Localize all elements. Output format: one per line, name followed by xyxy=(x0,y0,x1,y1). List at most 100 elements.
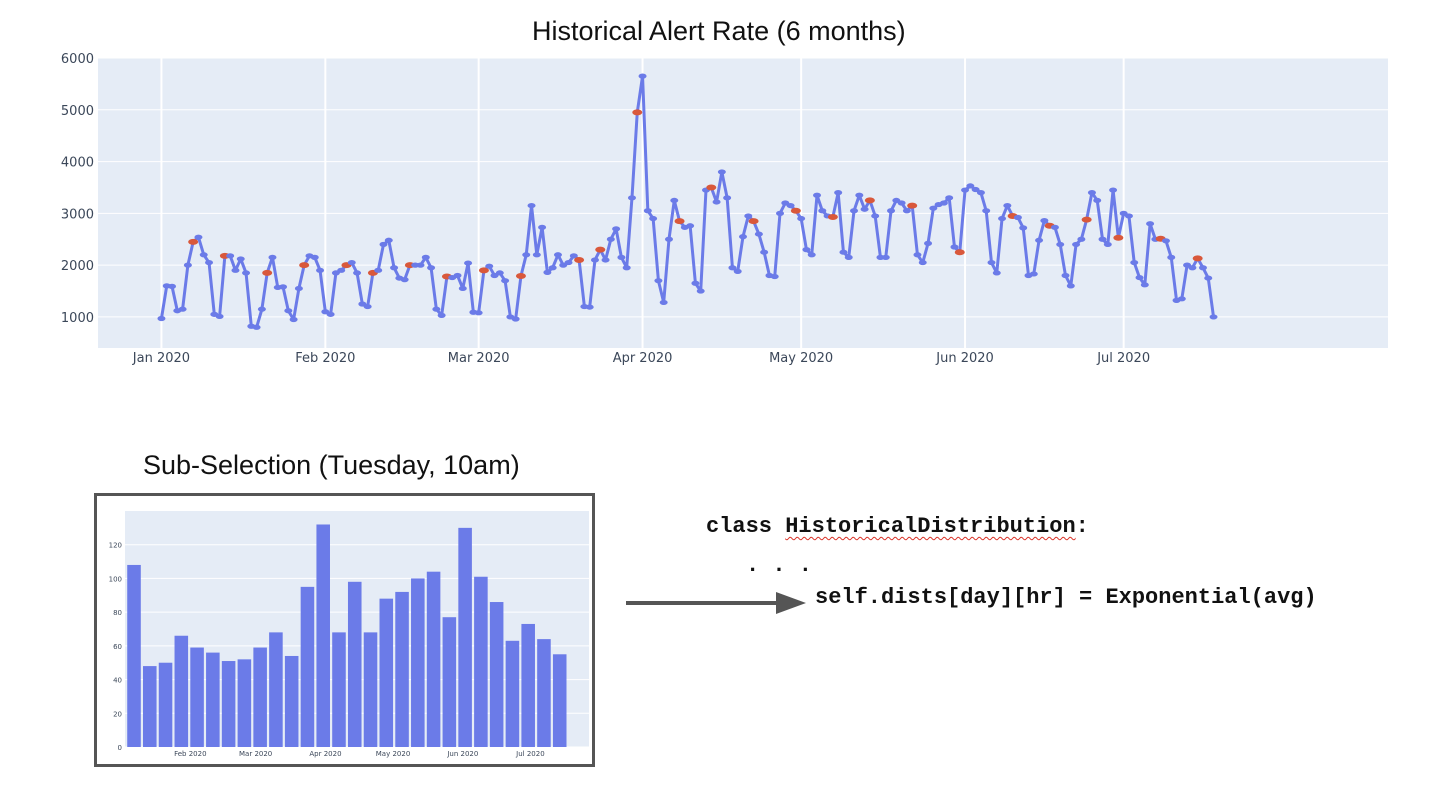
data-point xyxy=(1161,238,1170,244)
data-point xyxy=(797,215,806,222)
code-keyword: class xyxy=(706,514,773,539)
bar xyxy=(142,666,157,747)
data-point xyxy=(284,308,293,314)
bar xyxy=(537,639,551,747)
data-point xyxy=(744,213,753,219)
anomaly-point xyxy=(188,238,199,245)
data-point xyxy=(696,288,705,294)
x-tick-label: Jan 2020 xyxy=(132,351,190,366)
y-tick-label: 40 xyxy=(113,677,122,685)
data-point xyxy=(458,285,467,292)
bar xyxy=(190,647,204,747)
data-point xyxy=(976,190,985,196)
data-point xyxy=(961,187,970,193)
bar xyxy=(521,623,535,747)
anomaly-point xyxy=(515,273,526,280)
bar xyxy=(474,576,488,747)
x-tick-label: Jun 2020 xyxy=(935,351,994,366)
data-point xyxy=(1103,241,1112,248)
anomaly-point xyxy=(574,256,585,263)
bar xyxy=(206,652,220,747)
bar xyxy=(489,602,504,747)
bar xyxy=(174,635,189,747)
main-line-chart: 1000 2000 3000 4000 5000 6000 Jan 2020 Feb 2020… xyxy=(61,52,1388,366)
anomaly-point xyxy=(478,267,489,274)
y-tick-label: 0 xyxy=(118,744,122,752)
bar xyxy=(237,659,252,747)
y-tick-label: 2000 xyxy=(61,259,94,274)
data-point xyxy=(569,253,578,259)
data-point xyxy=(691,280,700,286)
data-point xyxy=(538,224,547,230)
anomaly-point xyxy=(954,249,965,256)
data-point xyxy=(622,265,631,271)
data-point xyxy=(612,226,621,232)
x-tick-label: Jul 2020 xyxy=(1096,351,1150,366)
data-point xyxy=(670,197,679,204)
data-point xyxy=(1066,283,1075,289)
anomaly-point xyxy=(299,262,310,269)
data-point xyxy=(855,192,864,198)
data-point xyxy=(548,265,557,271)
data-point xyxy=(437,312,446,318)
data-point xyxy=(844,254,853,260)
arrow-right-icon xyxy=(626,592,806,614)
bar xyxy=(221,661,236,747)
data-point xyxy=(723,195,732,201)
data-point xyxy=(1056,241,1065,248)
data-point xyxy=(998,215,1007,222)
data-point xyxy=(728,265,737,271)
data-point xyxy=(268,254,277,260)
data-point xyxy=(390,265,399,271)
data-point xyxy=(363,303,372,310)
data-point xyxy=(353,270,362,276)
data-point xyxy=(279,284,288,290)
bar xyxy=(458,527,472,747)
y-tick-label: 6000 xyxy=(61,52,94,67)
data-point xyxy=(416,262,425,268)
data-point xyxy=(337,267,346,273)
data-point xyxy=(1035,237,1044,243)
data-point xyxy=(168,283,177,289)
sub-selection-bar-chart: 0 20 40 60 80 100 120 Feb 2020 Mar 2020 Apr 2020 M… xyxy=(109,511,589,758)
data-point xyxy=(770,273,779,280)
data-point xyxy=(786,202,795,209)
y-tick-label: 120 xyxy=(109,542,122,550)
anomaly-point xyxy=(790,207,801,214)
x-tick-label: Jun 2020 xyxy=(446,750,478,758)
data-point xyxy=(252,324,261,330)
data-point xyxy=(649,215,658,222)
data-point xyxy=(601,257,610,263)
data-point xyxy=(1167,254,1176,260)
data-point xyxy=(532,252,541,258)
data-point xyxy=(316,267,325,273)
x-tick-label: Apr 2020 xyxy=(309,750,341,758)
bar xyxy=(253,647,267,747)
data-point xyxy=(950,244,959,250)
data-point xyxy=(802,247,811,253)
x-tick-label: May 2020 xyxy=(769,351,833,366)
data-point xyxy=(739,234,747,240)
x-tick-label: Mar 2020 xyxy=(239,750,272,758)
data-point xyxy=(374,267,383,273)
anomaly-point xyxy=(864,197,875,204)
data-point xyxy=(1130,259,1139,266)
data-point xyxy=(326,311,335,317)
y-tick-label: 5000 xyxy=(61,104,94,119)
anomaly-point xyxy=(1113,234,1124,241)
data-point xyxy=(913,252,922,258)
data-point xyxy=(1109,187,1118,193)
main-chart-title: Historical Alert Rate (6 months) xyxy=(532,16,906,46)
anomaly-point xyxy=(907,202,918,209)
x-tick-label: Apr 2020 xyxy=(613,351,673,366)
bar xyxy=(395,591,409,747)
data-point xyxy=(897,200,906,206)
data-point xyxy=(527,202,536,209)
data-point xyxy=(871,213,880,219)
data-point xyxy=(760,249,769,255)
data-point xyxy=(924,240,933,246)
data-point xyxy=(966,183,975,189)
data-point xyxy=(654,278,663,284)
data-point xyxy=(564,259,573,266)
code-class-declaration: class HistoricalDistribution: xyxy=(706,514,1089,539)
